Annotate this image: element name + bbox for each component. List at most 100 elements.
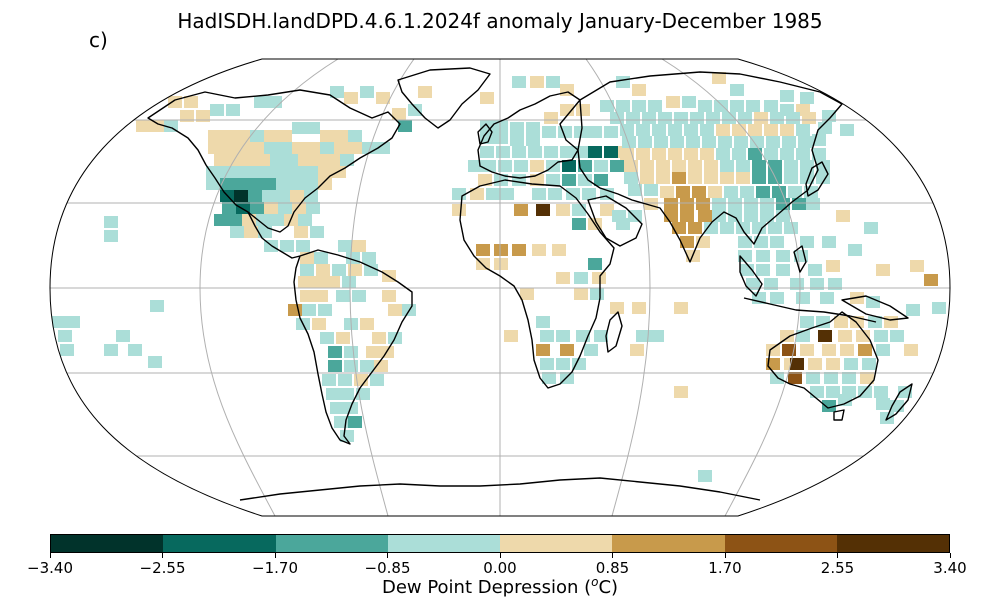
anomaly-cell xyxy=(796,292,810,304)
colorbar-tick xyxy=(724,553,726,558)
anomaly-cell xyxy=(572,218,586,230)
anomaly-cell xyxy=(268,96,282,108)
anomaly-cell xyxy=(676,186,690,198)
anomaly-cell xyxy=(562,174,576,186)
anomaly-cell xyxy=(560,104,574,116)
anomaly-cell xyxy=(418,86,432,98)
colorbar-tick-label: 0.00 xyxy=(483,559,517,577)
anomaly-cell xyxy=(214,214,228,226)
anomaly-cell xyxy=(682,96,696,108)
anomaly-cell xyxy=(740,186,754,198)
anomaly-cell xyxy=(822,400,836,412)
anomaly-cell xyxy=(230,226,244,238)
anomaly-cell xyxy=(494,244,508,256)
meridian-60e xyxy=(585,59,651,516)
anomaly-cell xyxy=(684,124,698,136)
anomaly-cell xyxy=(752,160,766,172)
anomaly-cell xyxy=(752,172,766,184)
anomaly-cell xyxy=(862,358,876,370)
anomaly-cell xyxy=(680,198,694,210)
anomaly-cell xyxy=(314,290,328,302)
anomaly-cell xyxy=(826,358,840,370)
anomaly-cell xyxy=(256,154,270,166)
anomaly-cell xyxy=(60,344,74,356)
anomaly-cell xyxy=(116,330,130,342)
anomaly-cell xyxy=(698,100,712,112)
colorbar-segment xyxy=(387,535,500,552)
anomaly-cell xyxy=(866,296,880,308)
anomaly-cell xyxy=(336,290,350,302)
anomaly-cell xyxy=(248,178,262,190)
anomaly-cell xyxy=(520,288,534,300)
anomaly-cell xyxy=(732,148,746,160)
anomaly-cell xyxy=(806,198,820,210)
anomaly-cell xyxy=(556,358,570,370)
anomaly-cell xyxy=(864,222,878,234)
anomaly-cell xyxy=(530,76,544,88)
anomaly-cell xyxy=(786,112,800,124)
anomaly-cell xyxy=(736,172,750,184)
anomaly-cell xyxy=(196,110,210,122)
anomaly-cell xyxy=(820,292,834,304)
anomaly-cell xyxy=(306,122,320,134)
anomaly-cell xyxy=(296,240,310,252)
anomaly-cell xyxy=(242,154,256,166)
anomaly-cell xyxy=(790,278,804,290)
anomaly-cell xyxy=(812,148,826,160)
anomaly-cell xyxy=(494,174,508,186)
colorbar-tick-label: 0.85 xyxy=(595,559,630,577)
anomaly-cell xyxy=(512,146,526,158)
anomaly-cell xyxy=(808,358,822,370)
anomaly-cell xyxy=(696,198,710,210)
anomaly-cell xyxy=(770,372,784,384)
anomaly-cell xyxy=(730,84,744,96)
anomaly-map xyxy=(49,58,951,517)
anomaly-cell xyxy=(616,76,630,88)
anomaly-cell xyxy=(330,86,344,98)
anomaly-cell xyxy=(326,388,340,400)
anomaly-cell xyxy=(796,124,810,136)
anomaly-cell xyxy=(290,190,304,202)
anomaly-cell xyxy=(672,160,686,172)
anomaly-cell xyxy=(504,330,518,342)
anomaly-cell xyxy=(800,160,814,172)
anomaly-cell xyxy=(666,96,680,108)
anomaly-cell xyxy=(780,90,794,102)
anomaly-cell xyxy=(210,104,224,116)
anomaly-cell xyxy=(104,216,118,228)
anomaly-cell xyxy=(800,92,814,104)
coast-australia xyxy=(767,311,879,409)
anomaly-cell xyxy=(382,290,396,302)
anomaly-cell xyxy=(840,124,854,136)
anomaly-cell xyxy=(640,172,654,184)
anomaly-cell xyxy=(768,222,782,234)
anomaly-cell xyxy=(66,316,80,328)
colorbar xyxy=(50,534,950,553)
anomaly-cell xyxy=(236,130,250,142)
anomaly-cell xyxy=(698,470,712,482)
anomaly-cell xyxy=(292,122,306,134)
meridian-120e xyxy=(661,59,801,516)
anomaly-cell xyxy=(374,360,388,372)
anomaly-cell xyxy=(262,178,276,190)
anomaly-cell xyxy=(536,204,550,216)
anomaly-cell xyxy=(306,142,320,154)
anomaly-cell xyxy=(452,204,466,216)
anomaly-cell xyxy=(278,202,292,214)
anomaly-cell xyxy=(654,136,668,148)
anomaly-cell xyxy=(688,160,702,172)
anomaly-cell xyxy=(398,120,412,132)
anomaly-cell xyxy=(52,316,66,328)
anomaly-cell xyxy=(776,250,790,262)
anomaly-cell xyxy=(248,166,262,178)
anomaly-cell xyxy=(314,252,328,264)
anomaly-cell xyxy=(736,222,750,234)
anomaly-cell xyxy=(574,272,588,284)
anomaly-cell xyxy=(744,198,758,210)
anomaly-cell xyxy=(620,124,634,136)
anomaly-cell xyxy=(318,304,332,316)
anomaly-cell xyxy=(362,252,376,264)
anomaly-cell xyxy=(788,372,802,384)
anomaly-cell xyxy=(510,122,524,134)
anomaly-cell xyxy=(784,172,798,184)
